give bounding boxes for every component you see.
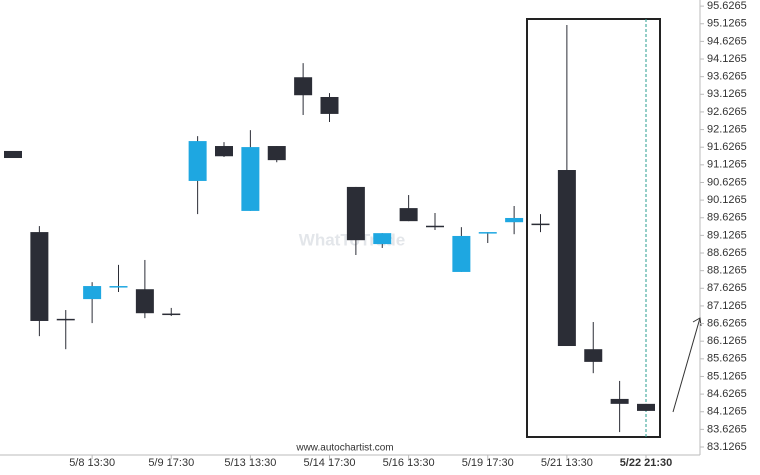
candle-body <box>56 318 75 321</box>
y-tick-label: 89.1265 <box>707 229 747 241</box>
y-tick-label: 94.6265 <box>707 35 747 47</box>
x-tick-label: 5/19 17:30 <box>462 457 514 469</box>
y-tick-label: 88.6265 <box>707 247 747 259</box>
x-tick-label: 5/9 17:30 <box>148 457 194 469</box>
y-tick-label: 87.1265 <box>707 300 747 312</box>
candle-body <box>452 235 471 272</box>
y-tick-label: 90.1265 <box>707 194 747 206</box>
y-tick-label: 93.1265 <box>707 88 747 100</box>
x-tick-label: 5/14 17:30 <box>304 457 356 469</box>
candle-body <box>4 150 22 159</box>
candle-body <box>188 141 207 181</box>
candle-body <box>584 349 603 362</box>
candle-body <box>83 286 102 300</box>
candle-body <box>320 96 339 114</box>
y-tick-label: 87.6265 <box>707 282 747 294</box>
y-tick-label: 85.6265 <box>707 353 747 365</box>
candle-body <box>30 232 49 321</box>
candle-body <box>267 146 286 161</box>
x-tick-label: 5/22 21:30 <box>620 457 673 469</box>
y-tick-label: 84.6265 <box>707 388 747 400</box>
y-tick-label: 83.1265 <box>707 441 747 453</box>
y-tick-label: 91.6265 <box>707 141 747 153</box>
candle-body <box>478 232 497 234</box>
y-tick-label: 94.1265 <box>707 53 747 65</box>
y-tick-label: 95.1265 <box>707 18 747 30</box>
candle-body <box>637 403 655 411</box>
pattern-box <box>526 18 661 438</box>
x-tick-label: 5/16 13:30 <box>383 457 435 469</box>
y-tick-label: 84.1265 <box>707 406 747 418</box>
y-tick-label: 92.1265 <box>707 123 747 135</box>
y-tick-label: 91.1265 <box>707 159 747 171</box>
x-tick-label: 5/21 13:30 <box>541 457 593 469</box>
candle-body <box>531 223 550 226</box>
candle-body <box>505 217 524 223</box>
y-tick-label: 92.6265 <box>707 106 747 118</box>
y-tick-label: 88.1265 <box>707 265 747 277</box>
y-tick-label: 93.6265 <box>707 71 747 83</box>
y-tick-label: 86.1265 <box>707 335 747 347</box>
y-tick-label: 86.6265 <box>707 317 747 329</box>
y-tick-label: 90.6265 <box>707 176 747 188</box>
forecast-arrow <box>672 317 701 413</box>
candle-body <box>294 77 313 96</box>
y-tick-label: 83.6265 <box>707 423 747 435</box>
x-tick-label: 5/8 13:30 <box>69 457 115 469</box>
candle-body <box>346 186 365 241</box>
candle-body <box>557 170 576 347</box>
candle-body <box>610 398 629 404</box>
candle-body <box>162 313 181 316</box>
candle-body <box>241 147 260 211</box>
candle-body <box>135 289 154 314</box>
candle-body <box>399 208 418 222</box>
y-tick-label: 89.6265 <box>707 212 747 224</box>
candle-body <box>426 225 444 228</box>
candle-body <box>109 286 128 288</box>
candle-body <box>215 146 233 157</box>
plot: 95.6265 95.1265 94.6265 94.1265 93.6265 93.12… <box>4 0 747 469</box>
candle-body <box>373 233 392 245</box>
y-tick-label: 85.1265 <box>707 370 747 382</box>
source: www.autochartist.com <box>295 443 393 454</box>
x-tick-label: 5/13 13:30 <box>224 457 276 469</box>
y-tick-label: 95.6265 <box>707 0 747 12</box>
